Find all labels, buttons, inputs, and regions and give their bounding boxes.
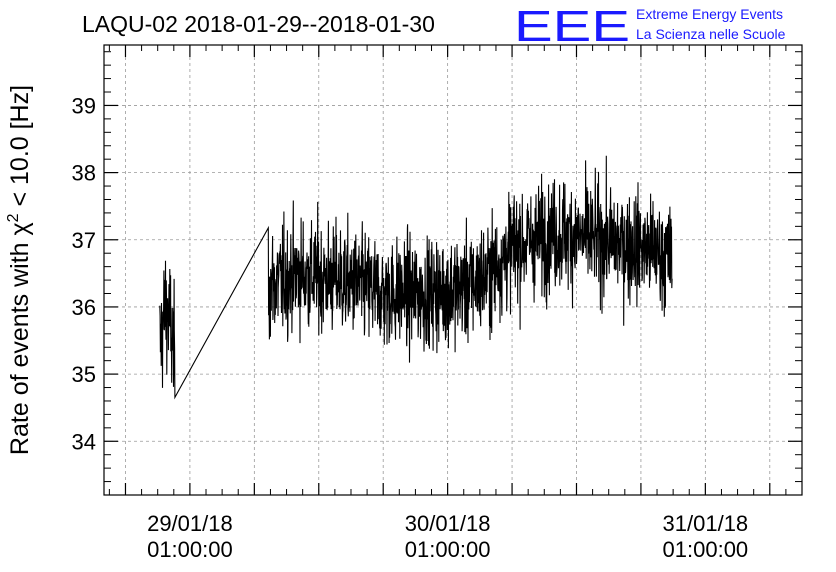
rate-series [159, 155, 673, 400]
y-tick-label: 39 [72, 93, 96, 118]
x-tick-labels: 29/01/1801:00:0030/01/1801:00:0031/01/18… [147, 511, 748, 562]
logo-line-2: La Scienza nelle Scuole [636, 26, 786, 42]
x-tick-date: 31/01/18 [663, 511, 749, 536]
x-tick-date: 29/01/18 [147, 511, 233, 536]
y-axis-label: Rate of events with χ2 < 10.0 [Hz] [5, 85, 34, 455]
x-tick-time: 01:00:00 [663, 537, 749, 562]
eee-logo: EEE Extreme Energy Events La Scienza nel… [514, 2, 786, 51]
x-tick-time: 01:00:00 [405, 537, 491, 562]
grid-lines [104, 45, 802, 495]
y-tick-label: 38 [72, 161, 96, 186]
axis-ticks [104, 45, 803, 496]
y-axis-label-exp: 2 [5, 213, 22, 222]
y-tick-label: 35 [72, 362, 96, 387]
logo-mark: EEE [514, 2, 630, 51]
rate-series-line [159, 155, 673, 400]
y-tick-label: 36 [72, 295, 96, 320]
y-tick-labels: 34 35 36 37 38 39 [72, 93, 96, 454]
x-tick-date: 30/01/18 [405, 511, 491, 536]
x-tick-time: 01:00:00 [147, 537, 233, 562]
y-axis-label-prefix: Rate of events with [6, 236, 34, 456]
y-axis-label-chi: χ [6, 222, 34, 235]
y-tick-label: 37 [72, 228, 96, 253]
chart-title: LAQU-02 2018-01-29--2018-01-30 [82, 11, 435, 37]
plot-frame [103, 44, 803, 496]
y-axis-label-suffix: < 10.0 [Hz] [6, 85, 34, 214]
logo-line-1: Extreme Energy Events [636, 6, 783, 22]
y-tick-label: 34 [72, 429, 96, 454]
